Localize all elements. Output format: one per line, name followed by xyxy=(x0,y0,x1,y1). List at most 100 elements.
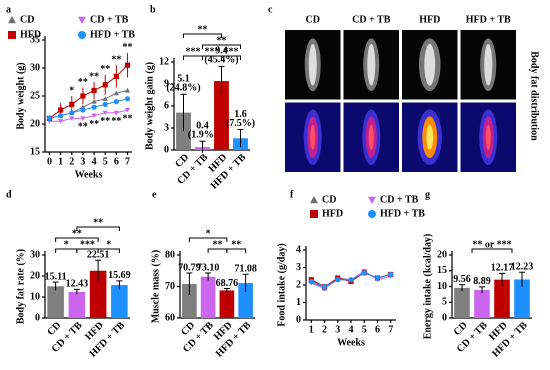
marker xyxy=(368,196,376,204)
x-tick-label: 2 xyxy=(322,324,327,335)
y-axis-label: Body weight gain (g) xyxy=(144,62,155,150)
marker xyxy=(58,119,64,124)
significance-bracket xyxy=(221,55,241,60)
y-tick-label: 10 xyxy=(30,291,40,302)
marker xyxy=(113,90,119,96)
value-label: 22.51 xyxy=(87,250,110,261)
y-tick-label: 25 xyxy=(30,90,40,101)
y-tick-label: 0 xyxy=(442,312,447,323)
y-tick-label: 12 xyxy=(159,56,169,67)
y-axis-label: Food intake (g/day) xyxy=(276,243,287,326)
x-tick-label: 7 xyxy=(388,324,393,335)
legend-label: CD + TB xyxy=(380,194,419,205)
percent-label: (7.5%) xyxy=(226,118,255,129)
y-axis-label: Body weight (g) xyxy=(15,62,26,129)
marker xyxy=(69,110,75,116)
significance: ** xyxy=(198,24,208,35)
marker xyxy=(58,107,64,113)
x-tick-label: 0 xyxy=(47,156,52,167)
significance: ** xyxy=(72,228,82,239)
series-line xyxy=(49,109,128,122)
significance: * xyxy=(106,239,111,250)
panel-letter: g xyxy=(425,189,430,200)
marker xyxy=(91,87,97,93)
marker xyxy=(78,31,86,39)
marker xyxy=(46,115,53,121)
heat-core xyxy=(485,124,491,150)
value-label: 9.56 xyxy=(453,274,471,285)
column-label: HFD + TB xyxy=(466,14,511,25)
value-label: 5.1 xyxy=(177,74,190,85)
marker xyxy=(124,87,131,93)
marker xyxy=(102,110,108,116)
panel-letter: a xyxy=(6,4,11,15)
x-tick-label: 3 xyxy=(335,324,340,335)
heat-core xyxy=(310,124,316,150)
column-label: HFD xyxy=(419,14,440,25)
significance-bracket xyxy=(97,248,120,253)
significance: * xyxy=(69,85,74,96)
significance: * xyxy=(206,228,211,239)
bar xyxy=(176,112,191,150)
x-tick-label: 7 xyxy=(125,156,130,167)
value-label: 8.89 xyxy=(473,276,491,287)
bar xyxy=(47,286,64,318)
marker xyxy=(8,31,16,39)
marker xyxy=(361,270,367,276)
value-label: 70.79 xyxy=(178,262,201,273)
value-label: 15.69 xyxy=(108,270,131,281)
significance-bracket xyxy=(76,226,120,231)
percent-label: (45.4%) xyxy=(204,55,238,66)
body-core xyxy=(308,43,317,86)
marker xyxy=(91,104,97,110)
significance: ** xyxy=(213,239,223,250)
legend-label: HFD xyxy=(322,208,343,219)
value-label: 9.4 xyxy=(215,46,228,57)
value-label: 15.11 xyxy=(45,271,67,282)
bar xyxy=(494,279,510,318)
y-tick-label: 30 xyxy=(30,249,40,260)
y-tick-label: 3 xyxy=(296,262,301,273)
marker xyxy=(113,73,119,79)
marker xyxy=(310,210,318,218)
x-tick-label: 1 xyxy=(309,324,314,335)
y-tick-label: 0 xyxy=(35,312,40,323)
body-core xyxy=(484,43,493,86)
y-axis-label: Body fat rate (%) xyxy=(15,249,26,324)
marker xyxy=(368,210,376,218)
bar xyxy=(89,270,107,318)
value-label: 12.43 xyxy=(66,279,89,290)
row-label: Body fat distribution xyxy=(529,51,540,141)
body-core xyxy=(424,43,436,86)
value-label: 12.17 xyxy=(491,263,514,274)
bar xyxy=(111,285,128,318)
bar xyxy=(200,276,216,318)
y-tick-label: 20 xyxy=(437,249,447,260)
significance: ** xyxy=(111,54,121,65)
x-tick-label: 6 xyxy=(375,324,380,335)
y-tick-label: 20 xyxy=(30,270,40,281)
marker xyxy=(8,16,16,24)
significance: *** xyxy=(224,46,239,57)
value-label: 12.23 xyxy=(511,262,534,273)
marker xyxy=(113,110,119,116)
value-label: 71.08 xyxy=(234,264,257,275)
x-tick-label: 4 xyxy=(349,324,354,335)
marker xyxy=(80,93,86,99)
significance-bracket xyxy=(471,248,513,253)
value-label: 1.6 xyxy=(234,109,247,120)
panel-letter: e xyxy=(152,189,157,200)
x-tick-label: 1 xyxy=(58,156,63,167)
bar xyxy=(474,289,490,318)
percent-label: (1.9%) xyxy=(188,129,217,140)
significance-bracket xyxy=(226,248,247,253)
marker xyxy=(58,113,64,119)
significance: *** xyxy=(80,239,95,250)
panel-letter: f xyxy=(290,189,294,200)
y-tick-label: 9 xyxy=(164,78,169,89)
significance: ** xyxy=(111,116,121,127)
x-axis-label: Weeks xyxy=(75,169,103,180)
bar xyxy=(454,287,470,318)
y-tick-label: 60 xyxy=(165,312,175,323)
marker xyxy=(310,196,318,204)
